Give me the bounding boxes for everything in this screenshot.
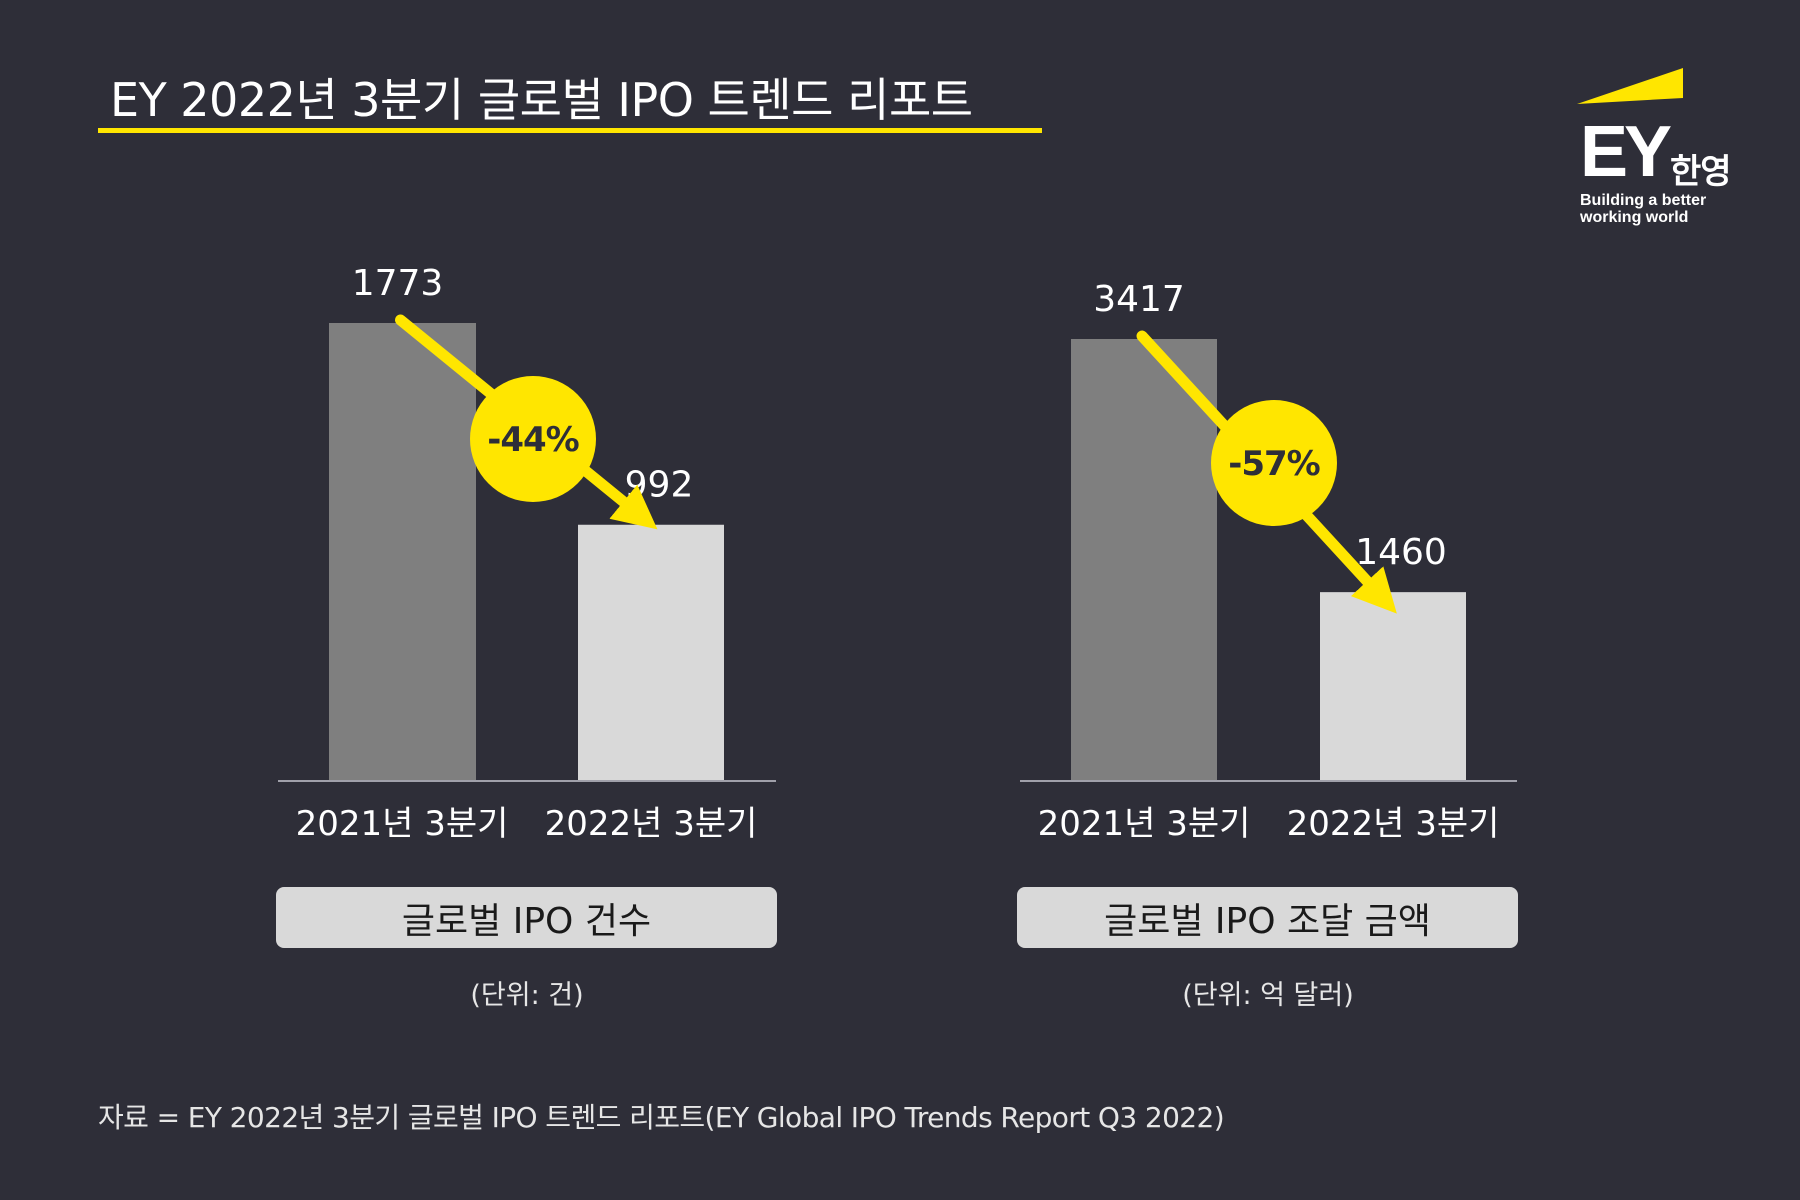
- title-underline: [98, 128, 1042, 133]
- chart1-value-label: 992: [625, 465, 694, 506]
- chart2-value-label: 3417: [1093, 279, 1185, 320]
- chart1-category-label: 2022년 3분기: [544, 804, 758, 844]
- chart1-unit-label: (단위: 건): [470, 980, 584, 1011]
- chart2-value-label: 1460: [1355, 532, 1447, 573]
- logo-brand: EY: [1580, 112, 1672, 192]
- chart1-change-label: -44%: [487, 420, 579, 460]
- ey-beam-icon: [1577, 68, 1683, 104]
- ey-logo: EY 한영 Building a better working world: [1575, 62, 1745, 237]
- chart1-bar: [329, 323, 476, 781]
- logo-tagline: Building a better working world: [1580, 192, 1706, 226]
- chart2-unit-label: (단위: 억 달러): [1182, 980, 1354, 1011]
- chart1-title-pill: 글로벌 IPO 건수: [276, 887, 777, 948]
- chart2-title-pill: 글로벌 IPO 조달 금액: [1017, 887, 1518, 948]
- source-footnote: 자료 = EY 2022년 3분기 글로벌 IPO 트렌드 리포트(EY Glo…: [98, 1101, 1225, 1134]
- logo-korean: 한영: [1670, 152, 1732, 192]
- chart2-category-label: 2022년 3분기: [1286, 804, 1500, 844]
- chart2-bar: [1320, 592, 1466, 781]
- chart2-category-label: 2021년 3분기: [1037, 804, 1251, 844]
- chart2-bar: [1071, 339, 1217, 781]
- chart1-category-label: 2021년 3분기: [295, 804, 509, 844]
- chart1-value-label: 1773: [352, 263, 444, 304]
- logo-tagline-line2: working world: [1580, 209, 1689, 226]
- chart2-change-label: -57%: [1228, 444, 1320, 484]
- logo-tagline-line1: Building a better: [1580, 192, 1707, 209]
- chart2-change-badge: [1211, 400, 1337, 526]
- chart1-bar: [578, 524, 724, 781]
- chart1-change-badge: [470, 376, 596, 502]
- page-title: EY 2022년 3분기 글로벌 IPO 트렌드 리포트: [110, 73, 973, 127]
